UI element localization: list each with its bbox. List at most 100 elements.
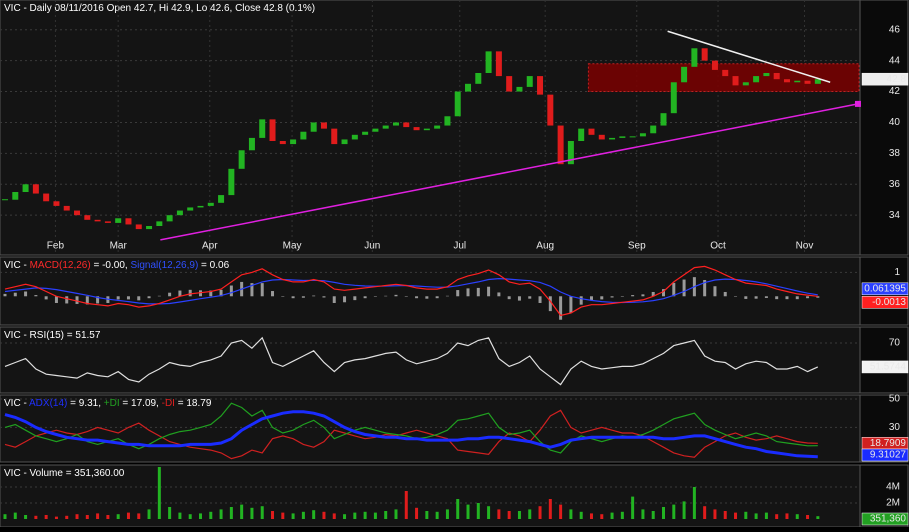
- volume-bar: [548, 499, 552, 519]
- value-label: 51.5744: [870, 362, 907, 373]
- volume-bar: [651, 511, 655, 519]
- value-label: 0.061395: [864, 283, 906, 294]
- volume-bar: [435, 511, 439, 519]
- candle: [53, 201, 60, 206]
- volume-bar: [507, 511, 511, 519]
- volume-bar: [13, 512, 17, 519]
- candle: [392, 122, 399, 126]
- histogram-bar: [435, 296, 439, 299]
- candle: [454, 91, 461, 117]
- candle: [146, 226, 153, 230]
- candle: [290, 139, 297, 145]
- volume-bar: [528, 509, 532, 519]
- histogram-bar: [147, 296, 151, 299]
- histogram-bar: [13, 292, 17, 297]
- panel-title: VIC - ADX(14) = 9.31, +DI = 17.09, -DI =…: [4, 398, 212, 409]
- volume-bar: [497, 509, 501, 519]
- candle: [711, 60, 718, 70]
- title-part: VIC - RSI(15) = 51.57: [4, 330, 101, 341]
- value-label-bg: [861, 448, 909, 462]
- volume-bar: [281, 512, 285, 519]
- candle: [722, 69, 729, 77]
- volume-bar: [569, 509, 573, 519]
- histogram-bar: [271, 291, 275, 297]
- y-tick-label: 50: [889, 394, 901, 405]
- histogram-bar: [785, 296, 789, 300]
- volume-bar: [425, 511, 429, 519]
- candle: [526, 76, 533, 87]
- x-tick-label: May: [283, 241, 302, 252]
- panel: [0, 464, 861, 528]
- candle: [516, 86, 523, 92]
- volume-bar: [415, 507, 419, 519]
- title-part: = 0.06: [198, 260, 229, 271]
- volume-bar: [487, 506, 491, 519]
- candle: [228, 168, 235, 196]
- candle: [670, 82, 677, 114]
- volume-bar: [384, 511, 388, 519]
- y-tick-label: 70: [889, 338, 901, 349]
- histogram-bar: [662, 289, 666, 297]
- histogram-bar: [301, 296, 305, 298]
- volume-bar: [96, 513, 100, 519]
- series-line: [4, 409, 818, 460]
- candle: [598, 134, 605, 140]
- candle: [485, 51, 492, 73]
- histogram-bar: [672, 282, 676, 297]
- y-tick-label: 30: [889, 422, 901, 433]
- title-part: = 9.31,: [67, 398, 103, 409]
- histogram-bar: [250, 283, 254, 297]
- candle: [609, 137, 616, 140]
- candle: [104, 221, 111, 223]
- volume-bar: [198, 513, 202, 519]
- volume-bar: [116, 514, 120, 519]
- candle: [814, 79, 821, 84]
- histogram-bar: [116, 296, 120, 300]
- histogram-bar: [209, 290, 213, 297]
- y-tick-label: 38: [889, 148, 901, 159]
- volume-bar: [301, 511, 305, 519]
- histogram-bar: [168, 292, 172, 297]
- candle: [300, 131, 307, 140]
- volume-bar: [775, 514, 779, 519]
- candle: [465, 83, 472, 92]
- histogram-bar: [75, 296, 79, 304]
- panel-title: VIC - RSI(15) = 51.57: [4, 330, 101, 341]
- histogram-bar: [415, 296, 419, 299]
- panel-title: VIC - Daily 08/11/2016 Open 42.7, Hi 42.…: [4, 3, 315, 14]
- volume-bar: [559, 504, 563, 519]
- candle: [115, 218, 122, 223]
- candle: [382, 125, 389, 129]
- candle: [248, 137, 255, 151]
- y-tick-label: 40: [889, 117, 901, 128]
- histogram-bar: [816, 296, 820, 298]
- histogram-bar: [559, 296, 563, 320]
- candle: [156, 221, 163, 226]
- histogram-bar: [96, 296, 100, 304]
- histogram-bar: [291, 296, 295, 299]
- candle: [218, 195, 225, 203]
- x-tick-label: Oct: [710, 241, 726, 252]
- histogram-bar: [126, 296, 130, 300]
- title-part: ADX(14): [29, 398, 67, 409]
- volume-bar: [723, 511, 727, 519]
- histogram-bar: [497, 292, 501, 297]
- volume-bar: [312, 510, 316, 519]
- histogram-bar: [219, 289, 223, 297]
- candle: [506, 76, 513, 92]
- candle: [783, 79, 790, 83]
- volume-bar: [54, 516, 58, 519]
- volume-bar: [754, 513, 758, 519]
- volume-bar: [332, 513, 336, 519]
- volume-bar: [291, 513, 295, 519]
- histogram-bar: [322, 296, 326, 298]
- value-label: 351,360: [870, 514, 907, 525]
- candle: [537, 76, 544, 95]
- histogram-bar: [384, 295, 388, 297]
- candle: [444, 116, 451, 126]
- candle: [207, 202, 214, 206]
- volume-bar: [816, 516, 820, 519]
- histogram-bar: [281, 296, 285, 297]
- histogram-bar: [260, 283, 264, 297]
